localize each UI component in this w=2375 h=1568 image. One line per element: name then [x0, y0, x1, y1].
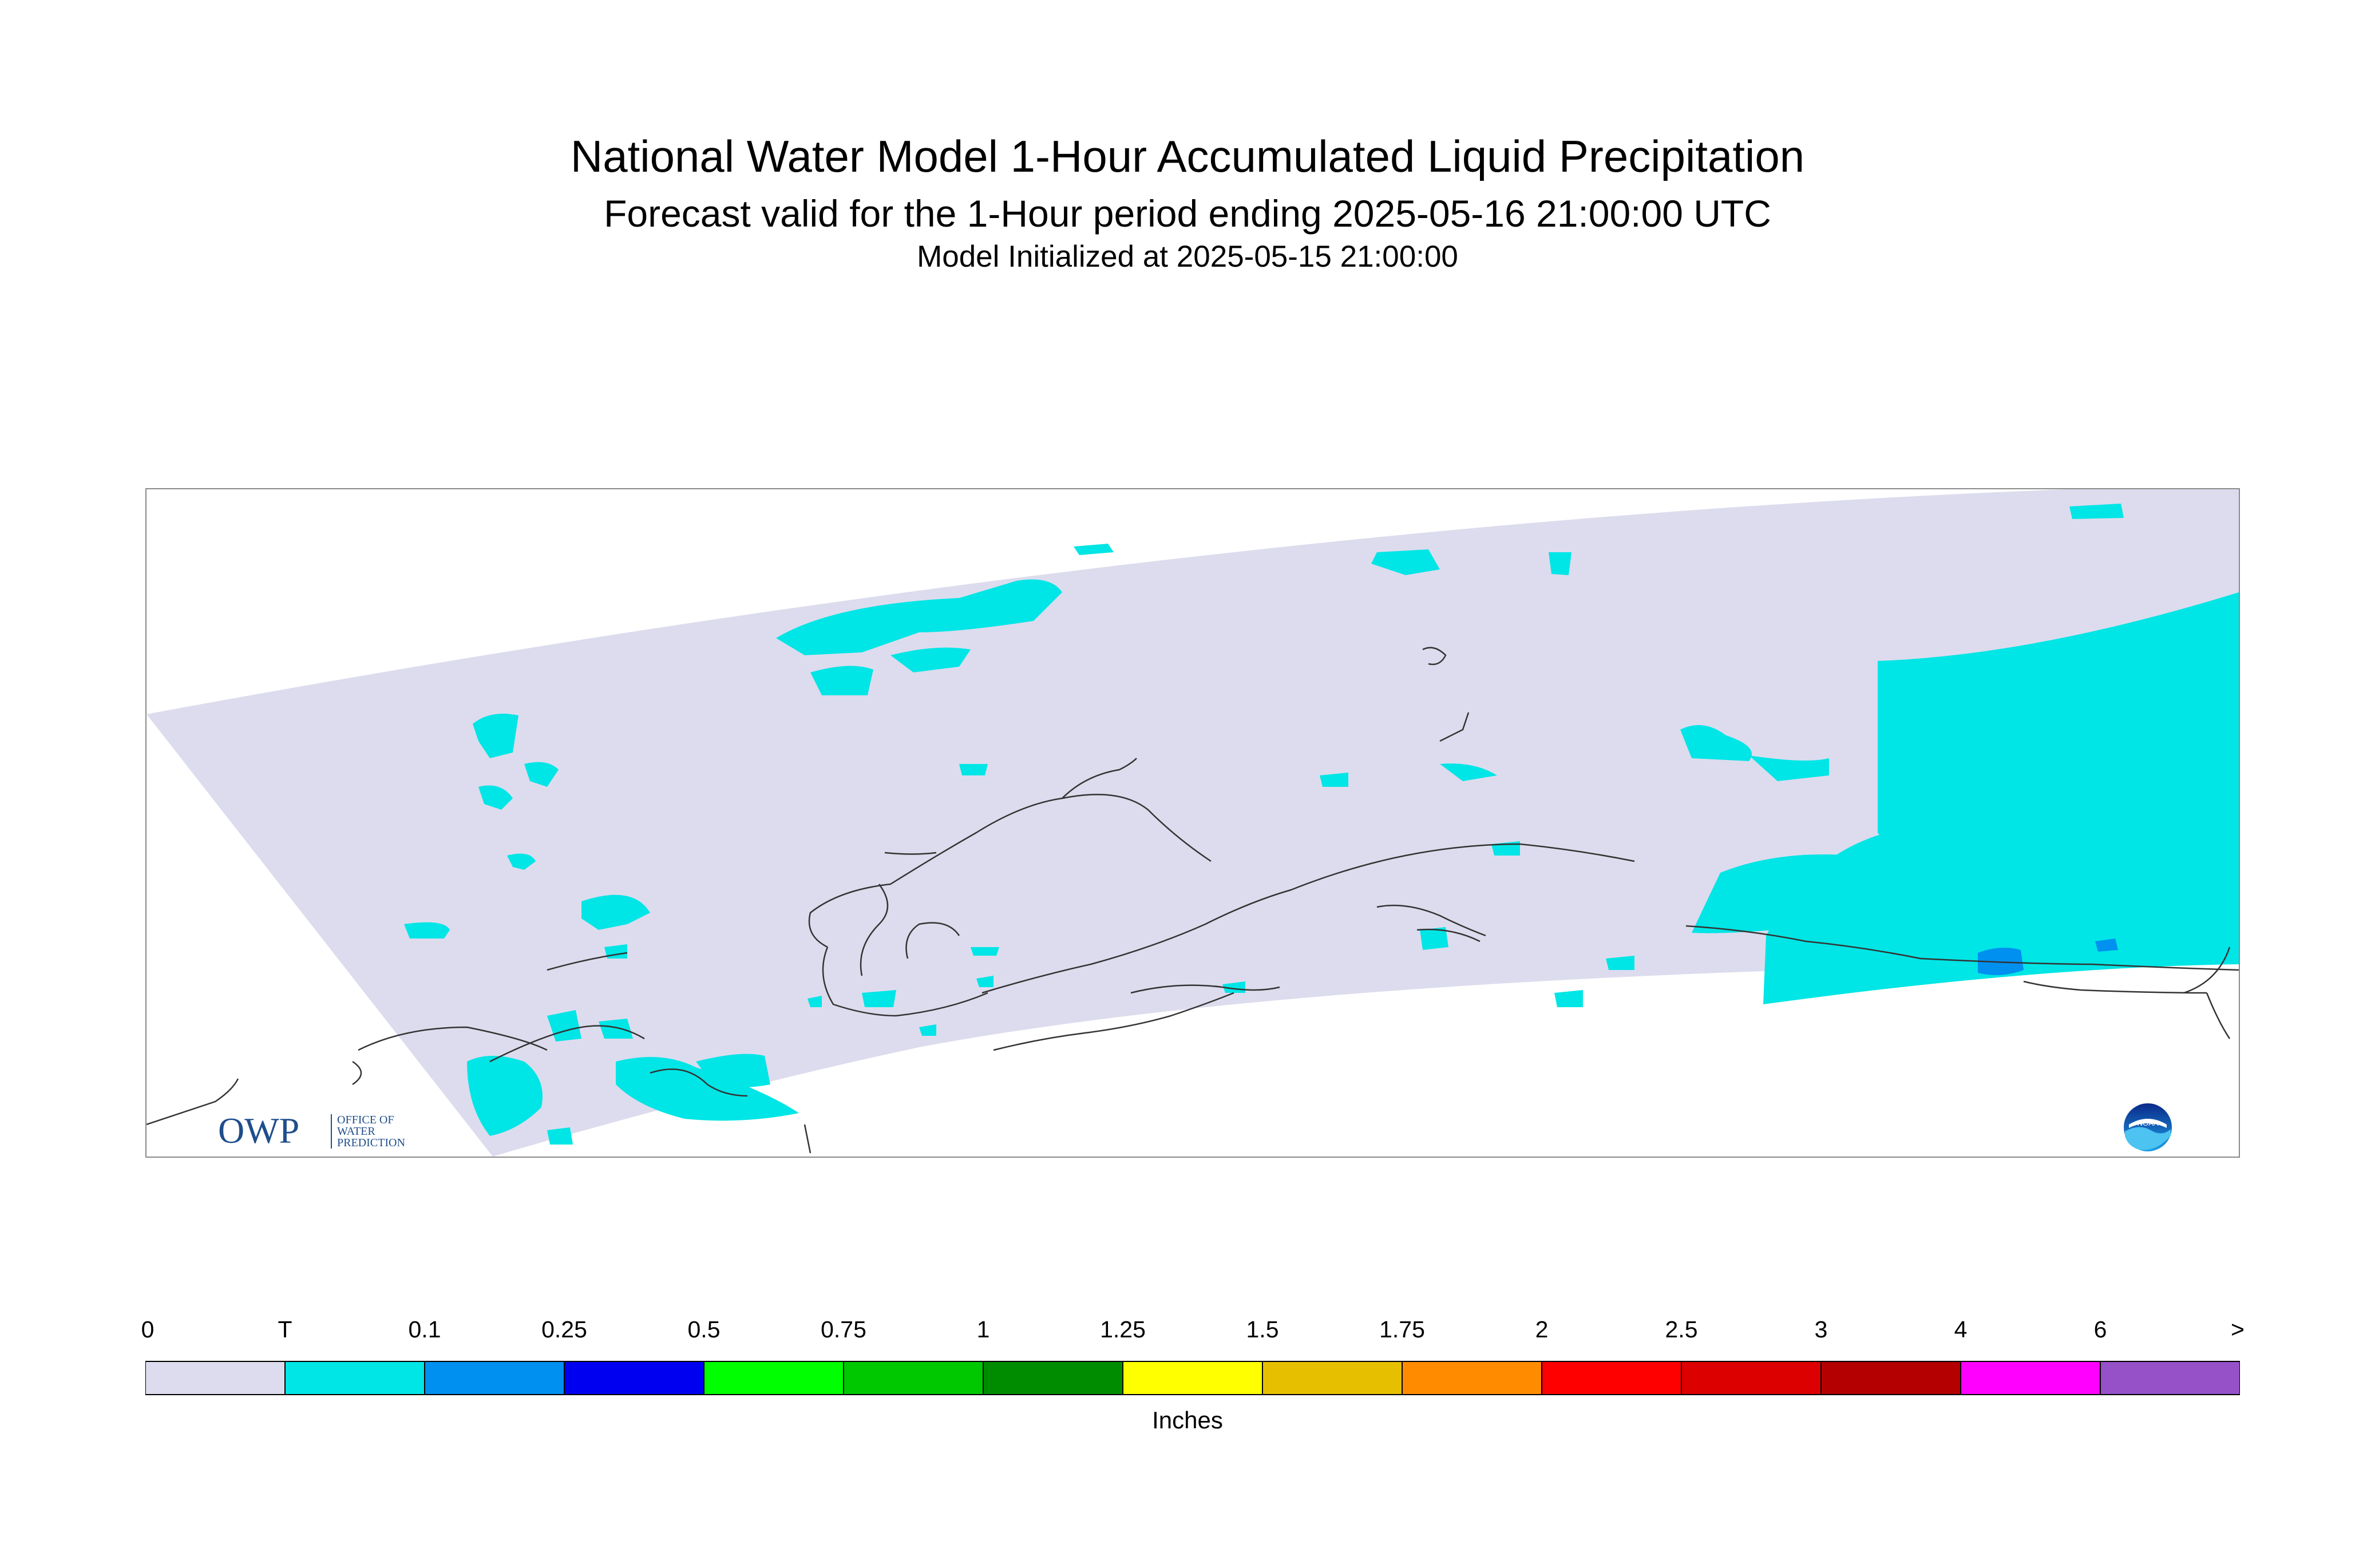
- legend-tick-label: 0.1: [408, 1316, 441, 1343]
- legend-swatch: [983, 1361, 1123, 1395]
- legend-tick-label: 6: [2093, 1316, 2107, 1343]
- precip-trace-regions: [404, 504, 2239, 1145]
- legend-tick-label: 4: [1954, 1316, 1968, 1343]
- legend-tick-label: 2: [1535, 1316, 1549, 1343]
- model-domain: [147, 489, 2239, 1157]
- legend-swatch: [1960, 1361, 2101, 1395]
- legend-tick-label: 0.75: [821, 1316, 866, 1343]
- legend-swatch: [284, 1361, 425, 1395]
- legend-tick-label: >: [2231, 1316, 2245, 1343]
- legend-tick-label: 1.5: [1246, 1316, 1279, 1343]
- legend-swatch: [1820, 1361, 1961, 1395]
- legend-swatch: [564, 1361, 704, 1395]
- coastlines: [147, 647, 2239, 1154]
- owp-line3: PREDICTION: [337, 1137, 405, 1149]
- legend-swatch: [1262, 1361, 1403, 1395]
- legend-swatch: [2100, 1361, 2240, 1395]
- owp-logo: OWP OFFICE OF WATER PREDICTION: [218, 1107, 436, 1153]
- legend-tick-label: 1.75: [1379, 1316, 1425, 1343]
- precipitation-map: [147, 489, 2239, 1157]
- noaa-text: NOAA: [2138, 1119, 2159, 1127]
- legend-swatch: [1681, 1361, 1822, 1395]
- legend-units-label: Inches: [1152, 1407, 1223, 1434]
- legend-tick-label: 3: [1814, 1316, 1828, 1343]
- owp-line2: WATER: [337, 1125, 375, 1138]
- legend-tick-label: 0.5: [687, 1316, 721, 1343]
- map-title: National Water Model 1-Hour Accumulated …: [570, 131, 1805, 181]
- legend-tick-label: 2.5: [1665, 1316, 1698, 1343]
- legend-swatch: [1541, 1361, 1682, 1395]
- legend-swatch: [1402, 1361, 1542, 1395]
- legend-tick-label: 0.25: [541, 1316, 587, 1343]
- model-initialized-label: Model Initialized at 2025-05-15 21:00:00: [917, 240, 1458, 274]
- legend-tick-label: 0: [141, 1316, 155, 1343]
- precip-color-legend: [145, 1361, 2240, 1395]
- legend-tick-label: T: [278, 1316, 292, 1343]
- map-panel: OWP OFFICE OF WATER PREDICTION NOAA: [145, 488, 2240, 1158]
- legend-swatch: [145, 1361, 286, 1395]
- legend-tick-labels: 0 T 0.1 0.25 0.5 0.75 1 1.25 1.5 1.75 2 2.5 3 4 6 >: [141, 1316, 2245, 1351]
- owp-letters: OWP: [218, 1110, 299, 1151]
- legend-swatch: [1122, 1361, 1263, 1395]
- legend-swatch: [424, 1361, 565, 1395]
- forecast-valid-subtitle: Forecast valid for the 1-Hour period end…: [604, 192, 1771, 235]
- noaa-logo-icon: NOAA: [2122, 1102, 2174, 1153]
- legend-tick-label: 1: [976, 1316, 990, 1343]
- legend-tick-label: 1.25: [1100, 1316, 1146, 1343]
- legend-swatch: [843, 1361, 984, 1395]
- legend-swatch: [703, 1361, 844, 1395]
- owp-line1: OFFICE OF: [337, 1114, 394, 1126]
